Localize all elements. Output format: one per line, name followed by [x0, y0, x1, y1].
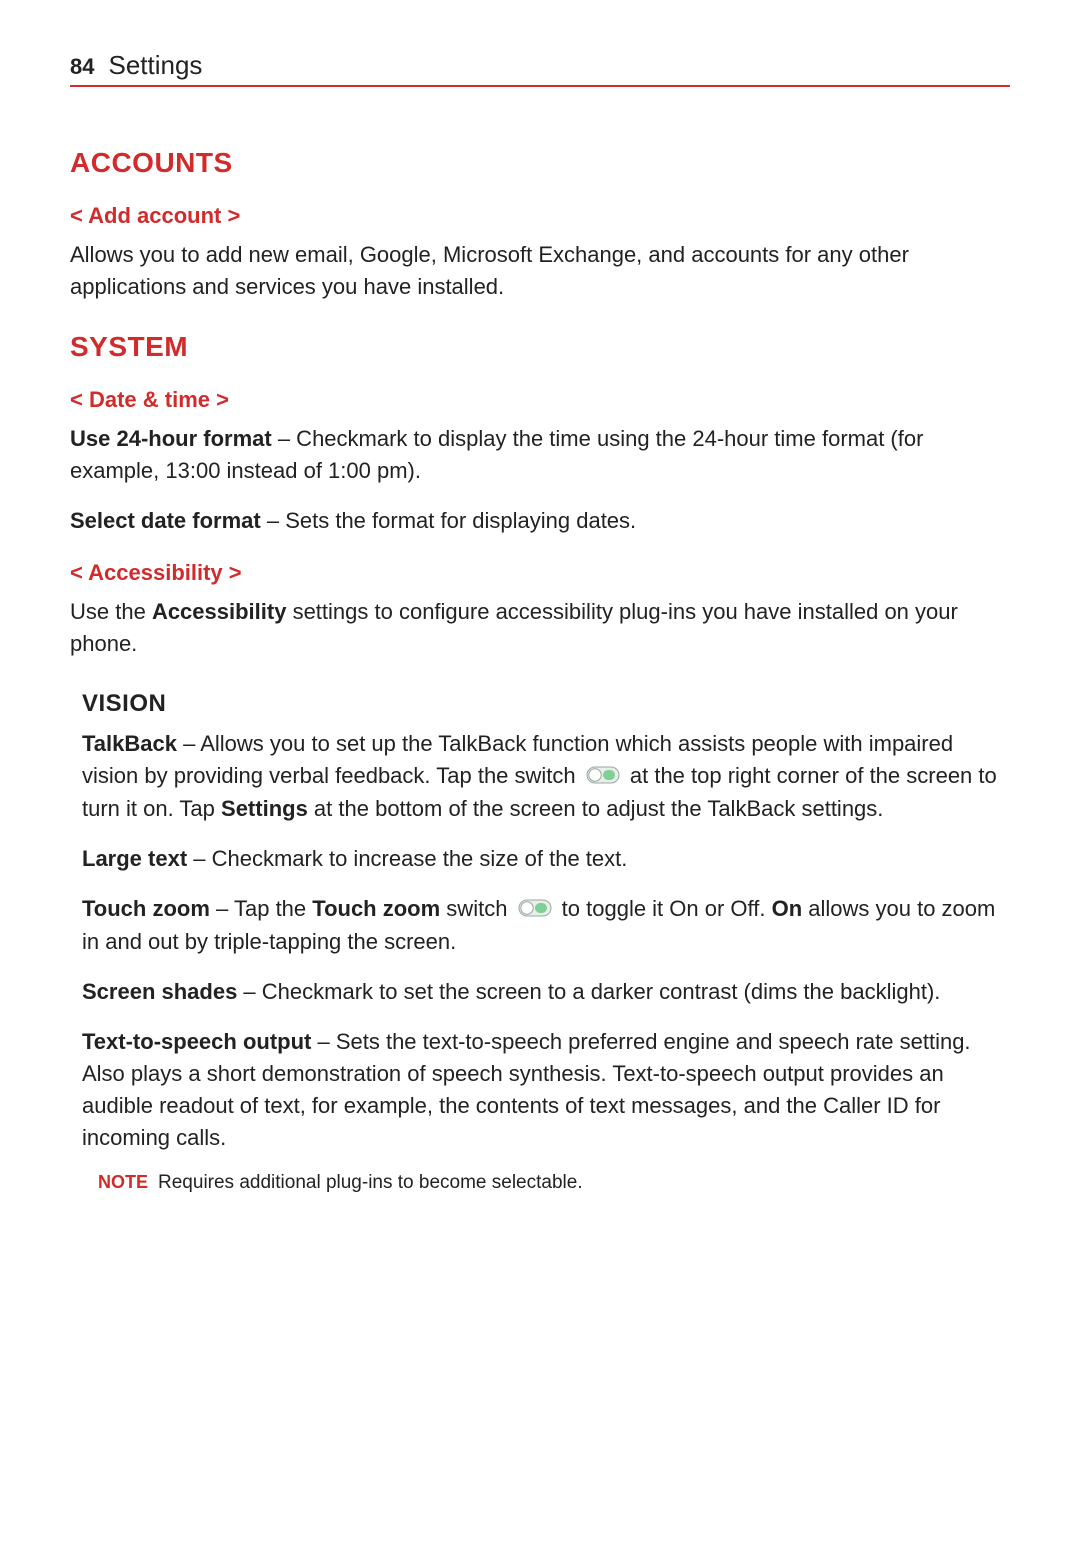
large-text-label: Large text: [82, 846, 187, 871]
screen-shades-body: – Checkmark to set the screen to a darke…: [237, 979, 940, 1004]
touch-zoom-part3: to toggle it On or Off.: [556, 896, 772, 921]
touch-zoom-part2: switch: [440, 896, 513, 921]
use-24-hour-label: Use 24-hour format: [70, 426, 272, 451]
switch-off-icon: [518, 894, 552, 926]
select-date-format-body: – Sets the format for displaying dates.: [261, 508, 636, 533]
tts-label: Text-to-speech output: [82, 1029, 311, 1054]
large-text-body: – Checkmark to increase the size of the …: [187, 846, 627, 871]
talkback-part3: at the bottom of the screen to adjust th…: [308, 796, 884, 821]
tts-para: Text-to-speech output – Sets the text-to…: [82, 1026, 1010, 1154]
talkback-para: TalkBack – Allows you to set up the Talk…: [82, 728, 1010, 825]
accounts-heading: ACCOUNTS: [70, 147, 1010, 179]
touch-zoom-part1: – Tap the: [210, 896, 312, 921]
page-number: 84: [70, 54, 94, 80]
date-time-title: < Date & time >: [70, 387, 1010, 413]
accessibility-body: Use the Accessibility settings to config…: [70, 596, 1010, 660]
note-body: Requires additional plug-ins to become s…: [158, 1172, 583, 1193]
accessibility-prefix: Use the: [70, 599, 152, 624]
note-label: NOTE: [98, 1172, 148, 1192]
touch-zoom-label: Touch zoom: [82, 896, 210, 921]
talkback-label: TalkBack: [82, 731, 177, 756]
add-account-title: < Add account >: [70, 203, 1010, 229]
page-container: 84 Settings ACCOUNTS < Add account > All…: [0, 0, 1080, 1254]
select-date-format-label: Select date format: [70, 508, 261, 533]
talkback-settings-bold: Settings: [221, 796, 308, 821]
select-date-format-para: Select date format – Sets the format for…: [70, 505, 1010, 537]
add-account-body: Allows you to add new email, Google, Mic…: [70, 239, 1010, 303]
note-row: NOTE Requires additional plug-ins to beco…: [98, 1172, 1010, 1194]
page-title: Settings: [108, 50, 202, 81]
use-24-hour-para: Use 24-hour format – Checkmark to displa…: [70, 423, 1010, 487]
system-heading: SYSTEM: [70, 331, 1010, 363]
screen-shades-para: Screen shades – Checkmark to set the scr…: [82, 976, 1010, 1008]
vision-heading: VISION: [82, 690, 1010, 718]
accessibility-bold: Accessibility: [152, 599, 287, 624]
accessibility-title: < Accessibility >: [70, 560, 1010, 586]
page-header: 84 Settings: [70, 50, 1010, 87]
screen-shades-label: Screen shades: [82, 979, 237, 1004]
switch-off-icon: [586, 761, 620, 793]
large-text-para: Large text – Checkmark to increase the s…: [82, 843, 1010, 875]
touch-zoom-on-bold: On: [772, 896, 803, 921]
touch-zoom-para: Touch zoom – Tap the Touch zoom switch t…: [82, 893, 1010, 958]
touch-zoom-bold-mid: Touch zoom: [312, 896, 440, 921]
